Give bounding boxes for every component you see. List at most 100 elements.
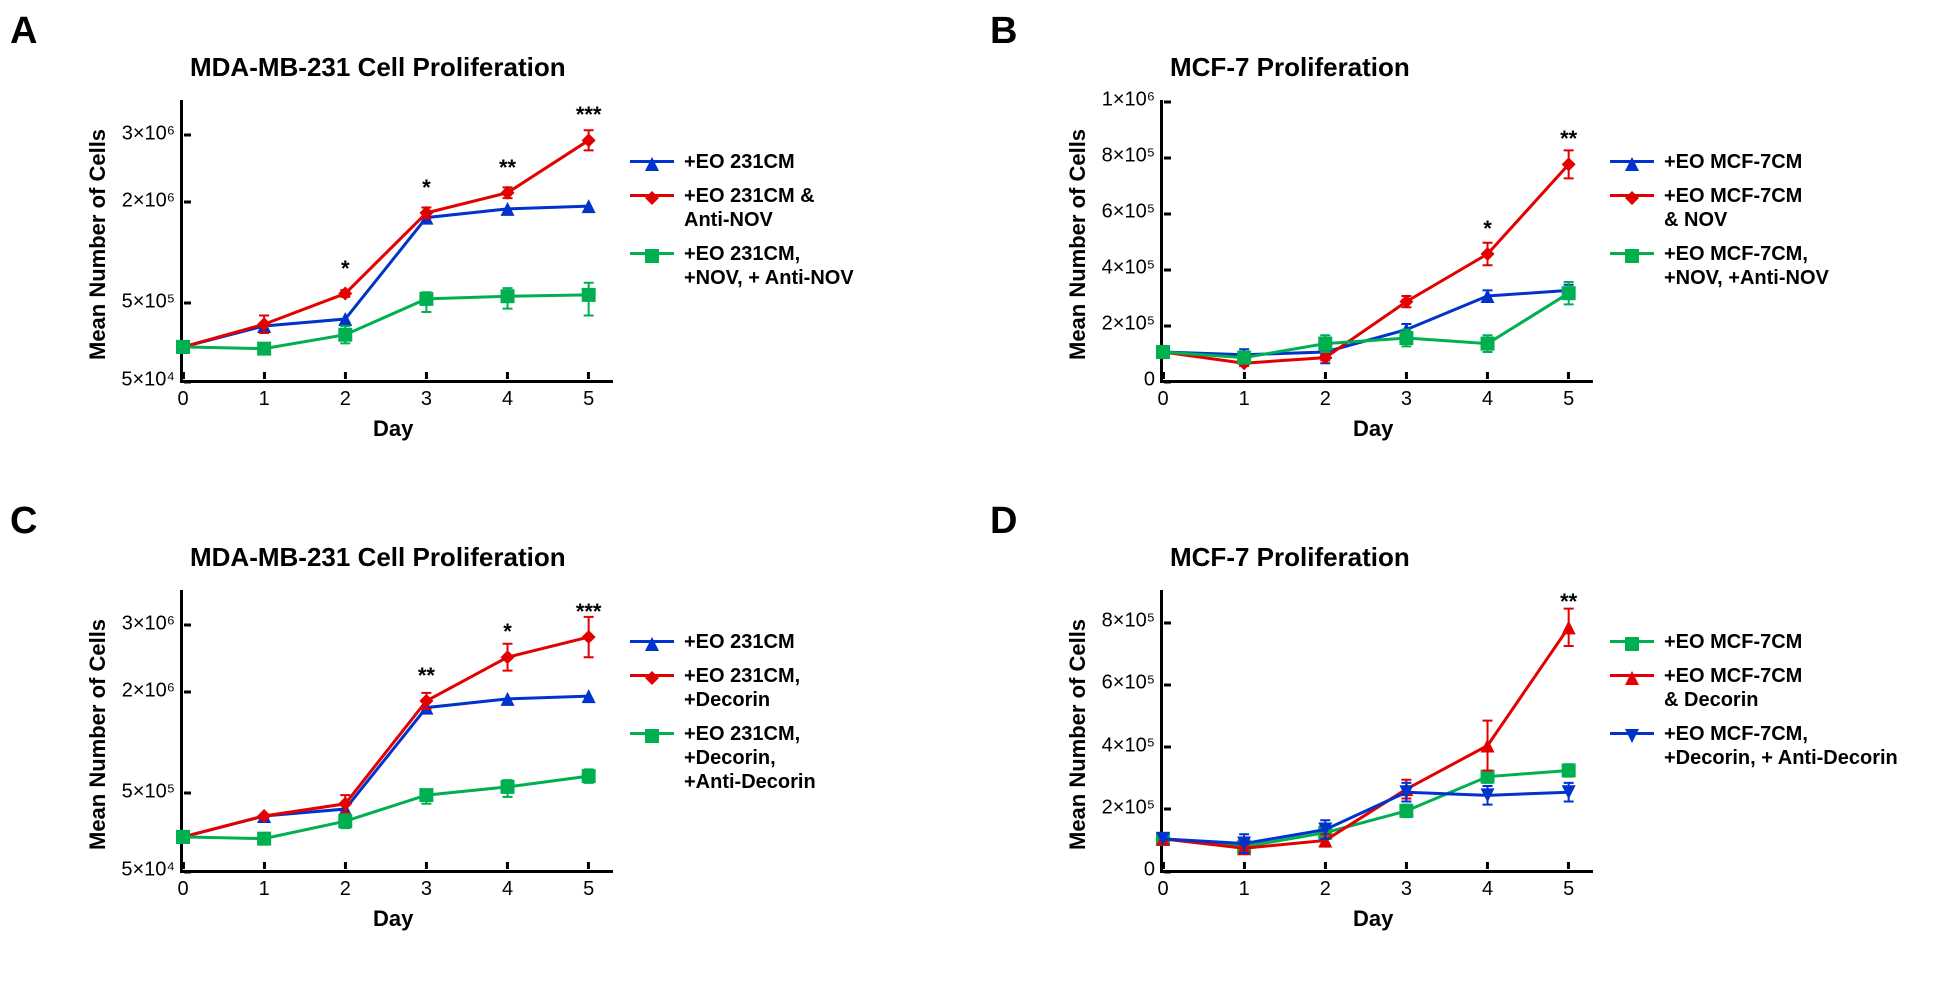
panel-label: A bbox=[10, 10, 37, 53]
legend-label: +EO 231CM bbox=[684, 150, 795, 174]
legend-swatch bbox=[630, 722, 674, 744]
ytick: 5×10⁵ bbox=[122, 290, 183, 313]
series-line bbox=[183, 206, 589, 347]
plot-area: 5×10⁴5×10⁵2×10⁶3×10⁶012345******* bbox=[180, 100, 613, 383]
marker bbox=[1399, 804, 1413, 818]
marker bbox=[582, 769, 596, 783]
x-axis-label: Day bbox=[1353, 906, 1393, 932]
ytick: 2×10⁶ bbox=[122, 189, 183, 212]
significance-star: *** bbox=[576, 599, 602, 625]
chart-title: MDA-MB-231 Cell Proliferation bbox=[190, 52, 566, 83]
xtick: 3 bbox=[421, 870, 432, 901]
legend-swatch bbox=[630, 242, 674, 264]
series-line bbox=[1163, 792, 1569, 843]
y-axis-label: Mean Number of Cells bbox=[1065, 619, 1091, 850]
xtick: 3 bbox=[1401, 870, 1412, 901]
xtick: 2 bbox=[1320, 870, 1331, 901]
chart-svg bbox=[1163, 590, 1593, 870]
xtick: 2 bbox=[1320, 380, 1331, 411]
legend-swatch bbox=[630, 150, 674, 172]
ytick: 5×10⁴ bbox=[121, 369, 183, 392]
legend: +EO MCF-7CM +EO MCF-7CM& Decorin +EO MCF-7… bbox=[1610, 620, 1898, 780]
marker bbox=[176, 830, 190, 844]
ytick: 2×10⁶ bbox=[122, 679, 183, 702]
significance-star: ** bbox=[418, 663, 435, 689]
legend-swatch bbox=[1610, 242, 1654, 264]
marker bbox=[1156, 345, 1170, 359]
ytick: 6×10⁵ bbox=[1102, 672, 1163, 695]
marker bbox=[1562, 620, 1576, 634]
legend-item: +EO MCF-7CM bbox=[1610, 630, 1898, 654]
xtick: 1 bbox=[259, 380, 270, 411]
significance-star: ** bbox=[499, 155, 516, 181]
legend-label: +EO MCF-7CM,+NOV, +Anti-NOV bbox=[1664, 242, 1829, 290]
xtick: 5 bbox=[583, 380, 594, 411]
panel-D: DMCF-7 Proliferation02×10⁵4×10⁵6×10⁵8×10… bbox=[990, 500, 1930, 980]
legend-swatch bbox=[630, 664, 674, 686]
series-line bbox=[183, 776, 589, 838]
ytick: 8×10⁵ bbox=[1102, 145, 1163, 168]
marker bbox=[1562, 286, 1576, 300]
xtick: 4 bbox=[502, 380, 513, 411]
xtick: 2 bbox=[340, 870, 351, 901]
significance-star: *** bbox=[576, 102, 602, 128]
xtick: 5 bbox=[1563, 870, 1574, 901]
marker bbox=[582, 630, 596, 644]
ytick: 2×10⁵ bbox=[1102, 313, 1163, 336]
legend-item: +EO 231CM,+Decorin bbox=[630, 664, 816, 712]
marker bbox=[419, 292, 433, 306]
xtick: 1 bbox=[259, 870, 270, 901]
xtick: 0 bbox=[1157, 380, 1168, 411]
panel-label: D bbox=[990, 500, 1017, 543]
legend-swatch bbox=[1610, 184, 1654, 206]
legend-swatch bbox=[1610, 664, 1654, 686]
xtick: 4 bbox=[1482, 870, 1493, 901]
xtick: 0 bbox=[177, 380, 188, 411]
series-line bbox=[183, 696, 589, 837]
x-axis-label: Day bbox=[373, 906, 413, 932]
y-axis-label: Mean Number of Cells bbox=[85, 619, 111, 850]
xtick: 1 bbox=[1239, 870, 1250, 901]
legend-label: +EO MCF-7CM,+Decorin, + Anti-Decorin bbox=[1664, 722, 1898, 770]
marker bbox=[257, 342, 271, 356]
x-axis-label: Day bbox=[373, 416, 413, 442]
marker bbox=[582, 288, 596, 302]
marker bbox=[257, 832, 271, 846]
series-line bbox=[1163, 627, 1569, 848]
marker bbox=[501, 650, 515, 664]
legend: +EO 231CM +EO 231CM,+Decorin +EO 231CM,+De… bbox=[630, 620, 816, 804]
xtick: 4 bbox=[1482, 380, 1493, 411]
panel-A: A MDA-MB-231 Cell Proliferation 5×10⁴ 5×10⁵… bbox=[10, 10, 950, 480]
legend-label: +EO 231CM &Anti-NOV bbox=[684, 184, 815, 232]
significance-star: * bbox=[422, 175, 431, 201]
ytick: 6×10⁵ bbox=[1102, 201, 1163, 224]
ytick: 5×10⁴ bbox=[121, 859, 183, 882]
panel-label: B bbox=[990, 10, 1017, 53]
marker bbox=[338, 328, 352, 342]
xtick: 5 bbox=[1563, 380, 1574, 411]
xtick: 0 bbox=[1157, 870, 1168, 901]
marker bbox=[1481, 770, 1495, 784]
marker bbox=[1237, 351, 1251, 365]
marker bbox=[501, 289, 515, 303]
series-line bbox=[1163, 164, 1569, 363]
legend-swatch bbox=[1610, 150, 1654, 172]
marker bbox=[1399, 331, 1413, 345]
legend-label: +EO 231CM bbox=[684, 630, 795, 654]
legend-label: +EO MCF-7CM& Decorin bbox=[1664, 664, 1802, 712]
legend-item: +EO MCF-7CM,+NOV, +Anti-NOV bbox=[1610, 242, 1829, 290]
xtick: 3 bbox=[421, 380, 432, 411]
chart-title: MDA-MB-231 Cell Proliferation bbox=[190, 542, 566, 573]
chart-svg bbox=[1163, 100, 1593, 380]
legend-item: +EO MCF-7CM& NOV bbox=[1610, 184, 1829, 232]
y-axis-label: Mean Number of Cells bbox=[85, 129, 111, 360]
xtick: 3 bbox=[1401, 380, 1412, 411]
xtick: 2 bbox=[340, 380, 351, 411]
legend-item: +EO MCF-7CM bbox=[1610, 150, 1829, 174]
xtick: 1 bbox=[1239, 380, 1250, 411]
panel-B: BMCF-7 Proliferation02×10⁵4×10⁵6×10⁵8×10… bbox=[990, 10, 1930, 480]
legend-swatch bbox=[1610, 722, 1654, 744]
significance-star: ** bbox=[1560, 126, 1577, 152]
legend-label: +EO 231CM,+Decorin,+Anti-Decorin bbox=[684, 722, 816, 794]
legend-item: +EO 231CM,+Decorin,+Anti-Decorin bbox=[630, 722, 816, 794]
